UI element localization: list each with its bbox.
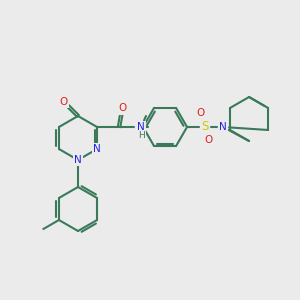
Text: O: O xyxy=(196,108,204,118)
Text: O: O xyxy=(118,103,127,113)
Text: N: N xyxy=(93,144,101,154)
Text: O: O xyxy=(60,97,68,107)
Text: N: N xyxy=(219,122,227,132)
Text: S: S xyxy=(201,121,209,134)
Text: O: O xyxy=(204,135,212,145)
Text: H: H xyxy=(138,131,144,140)
Text: N: N xyxy=(74,155,82,165)
Text: N: N xyxy=(137,122,145,132)
